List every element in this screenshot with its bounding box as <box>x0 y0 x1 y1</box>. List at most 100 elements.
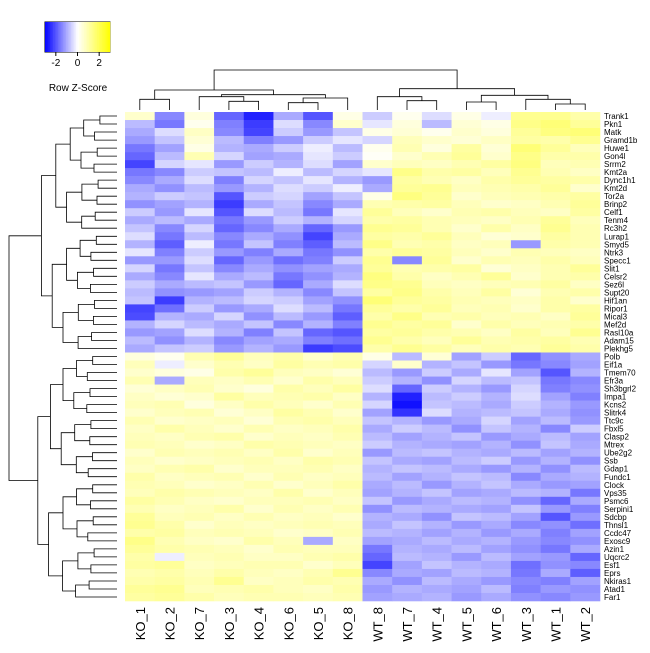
heatmap-cell <box>214 432 245 441</box>
dendrogram-branch <box>406 100 438 110</box>
heatmap-cell <box>303 240 334 249</box>
heatmap-cell <box>510 568 541 578</box>
heatmap-cell <box>392 112 423 121</box>
row-label: Plekhg5 <box>604 344 633 353</box>
heatmap-cell <box>570 176 601 185</box>
heatmap-cell <box>540 448 571 458</box>
heatmap-cell <box>332 304 363 313</box>
heatmap-cell <box>303 440 334 449</box>
heatmap-cell <box>510 456 541 466</box>
heatmap-cell <box>184 440 215 449</box>
row-label: Mef2d <box>604 320 626 329</box>
heatmap-cell <box>154 520 185 530</box>
heatmap-cell <box>481 240 512 249</box>
color-key-swatch <box>72 22 75 52</box>
heatmap-cell <box>303 584 334 594</box>
row-label: Exosc9 <box>604 537 631 546</box>
heatmap-cell <box>540 368 571 377</box>
heatmap-cell <box>421 264 452 273</box>
heatmap-cell <box>303 512 334 522</box>
heatmap-cell <box>540 112 571 121</box>
heatmap-cell <box>184 576 215 586</box>
heatmap-cell <box>125 296 155 305</box>
heatmap-cell <box>510 272 541 281</box>
heatmap-cell <box>570 168 601 177</box>
heatmap-cell <box>184 336 215 345</box>
heatmap-cell <box>451 520 482 530</box>
heatmap-cell <box>243 240 274 249</box>
heatmap-cell <box>362 568 393 578</box>
heatmap-cell <box>332 288 363 297</box>
heatmap-cell <box>392 440 423 449</box>
heatmap-cell <box>540 336 571 345</box>
row-label: Matk <box>604 128 622 137</box>
color-key-swatch <box>88 22 91 52</box>
heatmap-cell <box>273 384 304 393</box>
column-label: KO_2 <box>163 607 178 640</box>
heatmap-cell <box>540 128 571 137</box>
heatmap-cell <box>481 424 512 433</box>
heatmap-cell <box>392 248 423 257</box>
heatmap-cell <box>125 440 155 449</box>
heatmap-cell <box>540 264 571 273</box>
heatmap-cell <box>243 248 274 257</box>
heatmap-cell <box>214 224 245 233</box>
heatmap-cell <box>510 136 541 145</box>
heatmap-cell <box>421 136 452 145</box>
heatmap-cell <box>154 216 185 225</box>
heatmap-cell <box>421 256 452 265</box>
heatmap-cell <box>451 144 482 153</box>
heatmap-cell <box>510 168 541 177</box>
heatmap-cell <box>570 368 601 377</box>
heatmap-cell <box>540 504 571 514</box>
heatmap-cell <box>303 416 334 425</box>
heatmap-cell <box>510 504 541 514</box>
heatmap-cell <box>125 512 155 522</box>
heatmap-cell <box>243 184 274 193</box>
row-label: Sdcbp <box>604 513 627 522</box>
heatmap-cell <box>214 360 245 369</box>
heatmap-cell <box>392 152 423 161</box>
heatmap-cell <box>243 176 274 185</box>
heatmap-cell <box>303 168 334 177</box>
heatmap-cell <box>332 408 363 417</box>
heatmap-cell <box>303 272 334 281</box>
heatmap-cell <box>481 432 512 441</box>
heatmap-cell <box>481 344 512 353</box>
row-label: Pkn1 <box>604 120 623 129</box>
heatmap-cell <box>421 312 452 321</box>
heatmap-cell <box>392 424 423 433</box>
heatmap-cell <box>510 448 541 458</box>
heatmap-cell <box>540 280 571 289</box>
color-key-swatch <box>87 22 90 52</box>
heatmap-cell <box>214 352 245 361</box>
heatmap-cell <box>510 360 541 369</box>
heatmap-cell <box>154 328 185 337</box>
heatmap-cell <box>303 336 334 345</box>
heatmap-cell <box>451 232 482 241</box>
heatmap-cell <box>214 232 245 241</box>
heatmap-cell <box>451 584 482 594</box>
dendrogram-branch <box>99 115 117 125</box>
heatmap-cell <box>362 416 393 425</box>
heatmap-cell <box>570 400 601 409</box>
heatmap-cell <box>362 456 393 466</box>
column-label: WT_4 <box>430 607 445 642</box>
dendrogram-branch <box>302 97 349 110</box>
dendrogram-branch <box>81 215 117 229</box>
heatmap-cell <box>154 512 185 522</box>
heatmap-cell <box>540 416 571 425</box>
heatmap-cell <box>184 488 215 498</box>
dendrogram-branch <box>62 312 79 343</box>
heatmap-cell <box>125 288 155 297</box>
column-label: KO_5 <box>311 607 326 640</box>
heatmap-cell <box>421 448 452 458</box>
heatmap-cell <box>154 456 185 466</box>
heatmap-cell <box>303 464 334 474</box>
heatmap-cell <box>451 432 482 441</box>
row-label: Uqcrc2 <box>604 553 630 562</box>
heatmap-cell <box>362 248 393 257</box>
heatmap-cell <box>332 536 363 546</box>
color-key-label: Row Z-Score <box>49 83 108 94</box>
